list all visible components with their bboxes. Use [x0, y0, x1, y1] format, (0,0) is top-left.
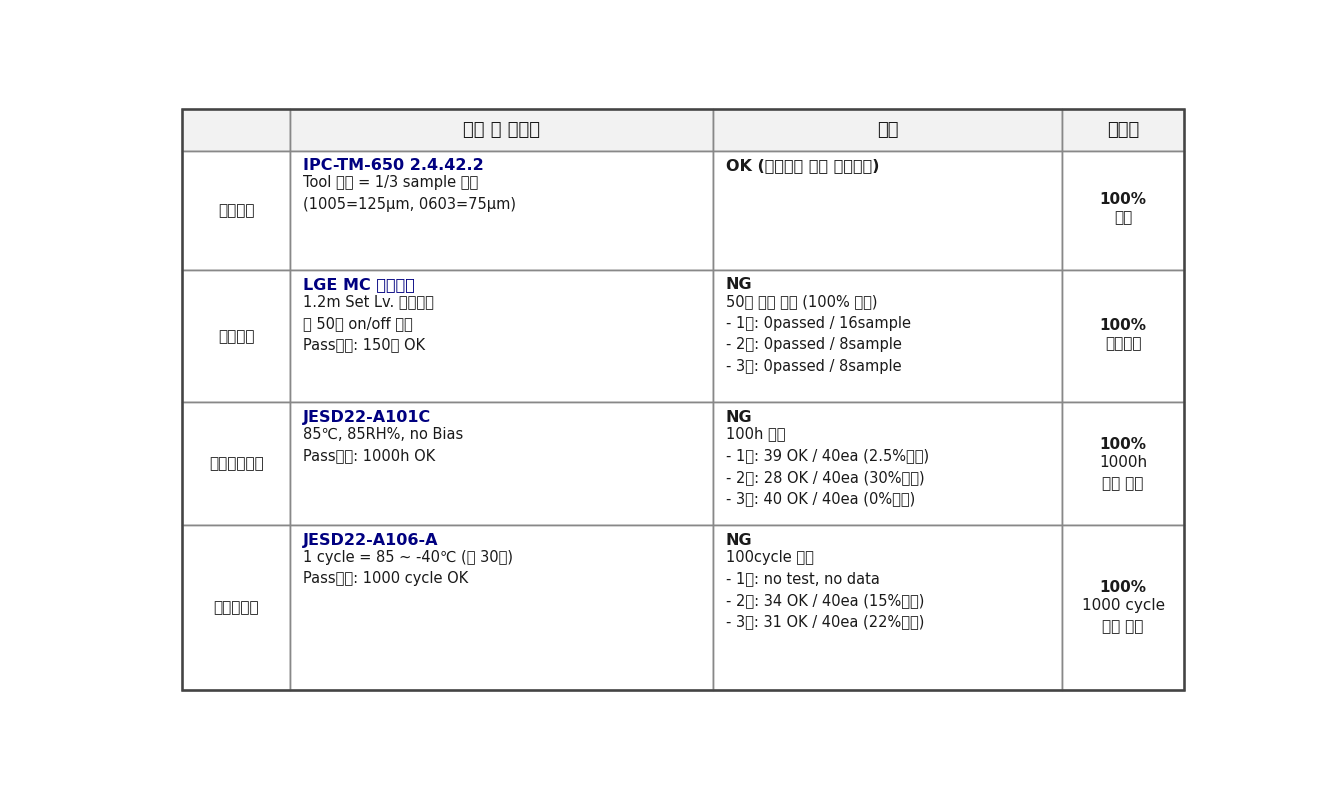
Bar — [1062, 525, 1184, 689]
Text: 규격 도 시험법: 규격 도 시험법 — [464, 121, 540, 139]
Text: JESD22-A106-A: JESD22-A106-A — [303, 532, 439, 548]
Bar — [1062, 403, 1184, 525]
Bar — [713, 403, 1062, 525]
Text: OK (고온솔더 대비 동등수준): OK (고온솔더 대비 동등수준) — [725, 159, 880, 173]
Text: 1.2m Set Lv. 자유낙하
매 50회 on/off 시험
Pass기준: 150회 OK: 1.2m Set Lv. 자유낙하 매 50회 on/off 시험 Pass기준… — [303, 294, 433, 352]
Bar — [183, 403, 291, 525]
Text: 전단시험: 전단시험 — [219, 203, 255, 218]
Bar — [713, 270, 1062, 403]
Bar — [291, 403, 713, 525]
Text: 시험중단: 시험중단 — [1105, 336, 1141, 351]
Text: 85℃, 85RH%, no Bias
Pass기준: 1000h OK: 85℃, 85RH%, no Bias Pass기준: 1000h OK — [303, 426, 463, 463]
Text: 항온항습시험: 항온항습시험 — [209, 456, 264, 471]
Bar — [713, 151, 1062, 270]
Text: NG: NG — [725, 532, 752, 548]
Text: 낙하시험: 낙하시험 — [219, 329, 255, 344]
Text: 완료: 완료 — [1114, 210, 1132, 225]
Text: 100%: 100% — [1100, 318, 1146, 333]
Bar — [183, 525, 291, 689]
Text: 100%: 100% — [1100, 580, 1146, 595]
Text: 결과: 결과 — [877, 121, 898, 139]
Text: LGE MC 내부규격: LGE MC 내부규격 — [303, 277, 415, 292]
Bar — [291, 525, 713, 689]
Text: IPC-TM-650 2.4.42.2: IPC-TM-650 2.4.42.2 — [303, 159, 484, 173]
Text: 100h 결과
- 1차: 39 OK / 40ea (2.5%불량)
- 2차: 28 OK / 40ea (30%불량)
- 3차: 40 OK / 40e: 100h 결과 - 1차: 39 OK / 40ea (2.5%불량) - 2차… — [725, 426, 929, 506]
Bar — [291, 109, 713, 151]
Bar — [713, 109, 1062, 151]
Bar — [291, 151, 713, 270]
Text: NG: NG — [725, 277, 752, 292]
Text: Tool 높이 = 1/3 sample 높이
(1005=125μm, 0603=75μm): Tool 높이 = 1/3 sample 높이 (1005=125μm, 060… — [303, 175, 516, 212]
Bar — [1062, 109, 1184, 151]
Text: 1000 cycle
진행 완료: 1000 cycle 진행 완료 — [1081, 598, 1165, 634]
Text: NG: NG — [725, 410, 752, 425]
Bar — [183, 109, 291, 151]
Bar — [183, 151, 291, 270]
Text: 100%: 100% — [1100, 436, 1146, 451]
Bar — [183, 270, 291, 403]
Text: 50회 낙하 결과 (100% 불량)
- 1차: 0passed / 16sample
- 2차: 0passed / 8sample
- 3차: 0pass: 50회 낙하 결과 (100% 불량) - 1차: 0passed / 16sa… — [725, 294, 910, 374]
Bar — [1062, 270, 1184, 403]
Text: 진첩도: 진첩도 — [1106, 121, 1140, 139]
Text: 100%: 100% — [1100, 192, 1146, 207]
Text: 100cycle 결과
- 1차: no test, no data
- 2차: 34 OK / 40ea (15%불량)
- 3차: 31 OK / 40ea: 100cycle 결과 - 1차: no test, no data - 2차:… — [725, 550, 924, 630]
Text: 1 cycle = 85 ~ -40℃ (각 30분)
Pass기준: 1000 cycle OK: 1 cycle = 85 ~ -40℃ (각 30분) Pass기준: 1000… — [303, 550, 513, 586]
Text: JESD22-A101C: JESD22-A101C — [303, 410, 431, 425]
Bar — [291, 270, 713, 403]
Bar — [1062, 151, 1184, 270]
Text: 열충격시험: 열충격시험 — [213, 600, 259, 615]
Text: 1000h
진행 완료: 1000h 진행 완료 — [1098, 455, 1148, 491]
Bar — [713, 525, 1062, 689]
